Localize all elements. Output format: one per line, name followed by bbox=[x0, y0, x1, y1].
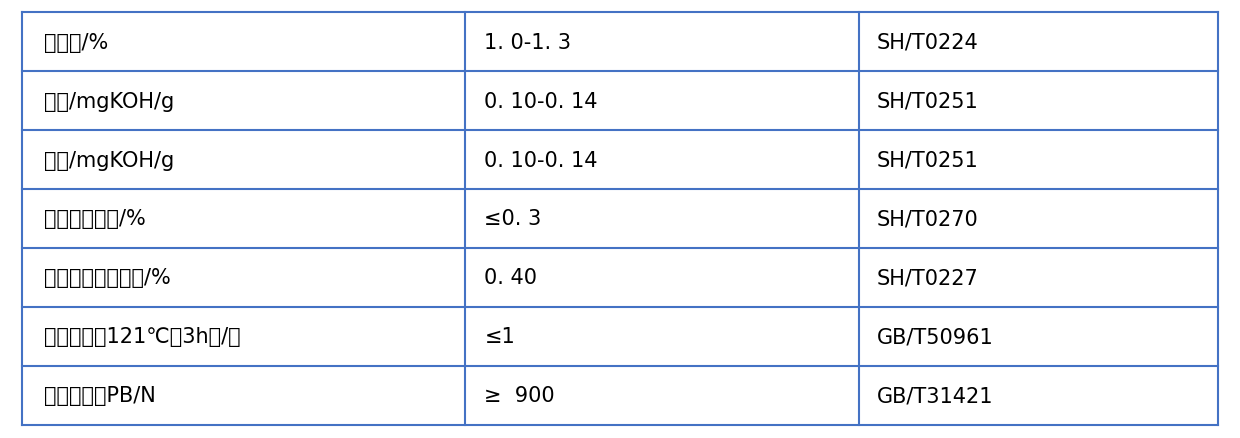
Text: 碱値/mgKOH/g: 碱値/mgKOH/g bbox=[45, 150, 175, 170]
Text: 纳米合金含量/%: 纳米合金含量/% bbox=[45, 209, 146, 229]
Text: 四球机试验PB/N: 四球机试验PB/N bbox=[45, 385, 156, 406]
Text: 0. 10-0. 14: 0. 10-0. 14 bbox=[485, 150, 598, 170]
Text: 功能化石墨烯含量/%: 功能化石墨烯含量/% bbox=[45, 268, 171, 288]
Text: SH/T0270: SH/T0270 bbox=[877, 209, 978, 229]
Text: SH/T0227: SH/T0227 bbox=[877, 268, 978, 288]
Text: GB/T31421: GB/T31421 bbox=[877, 385, 993, 406]
Text: 0. 10-0. 14: 0. 10-0. 14 bbox=[485, 92, 598, 111]
Text: SH/T0251: SH/T0251 bbox=[877, 92, 978, 111]
Text: ≥  900: ≥ 900 bbox=[485, 385, 556, 406]
Text: 碱値/mgKOH/g: 碱値/mgKOH/g bbox=[45, 92, 175, 111]
Text: 铜片腐蚀（121℃，3h）/级: 铜片腐蚀（121℃，3h）/级 bbox=[45, 327, 241, 346]
Text: ≤1: ≤1 bbox=[485, 327, 515, 346]
Text: GB/T50961: GB/T50961 bbox=[877, 327, 993, 346]
Text: 氮含量/%: 氮含量/% bbox=[45, 32, 109, 53]
Text: 1. 0-1. 3: 1. 0-1. 3 bbox=[485, 32, 572, 53]
Text: 0. 40: 0. 40 bbox=[485, 268, 537, 288]
Text: ≤0. 3: ≤0. 3 bbox=[485, 209, 542, 229]
Text: SH/T0251: SH/T0251 bbox=[877, 150, 978, 170]
Text: SH/T0224: SH/T0224 bbox=[877, 32, 978, 53]
